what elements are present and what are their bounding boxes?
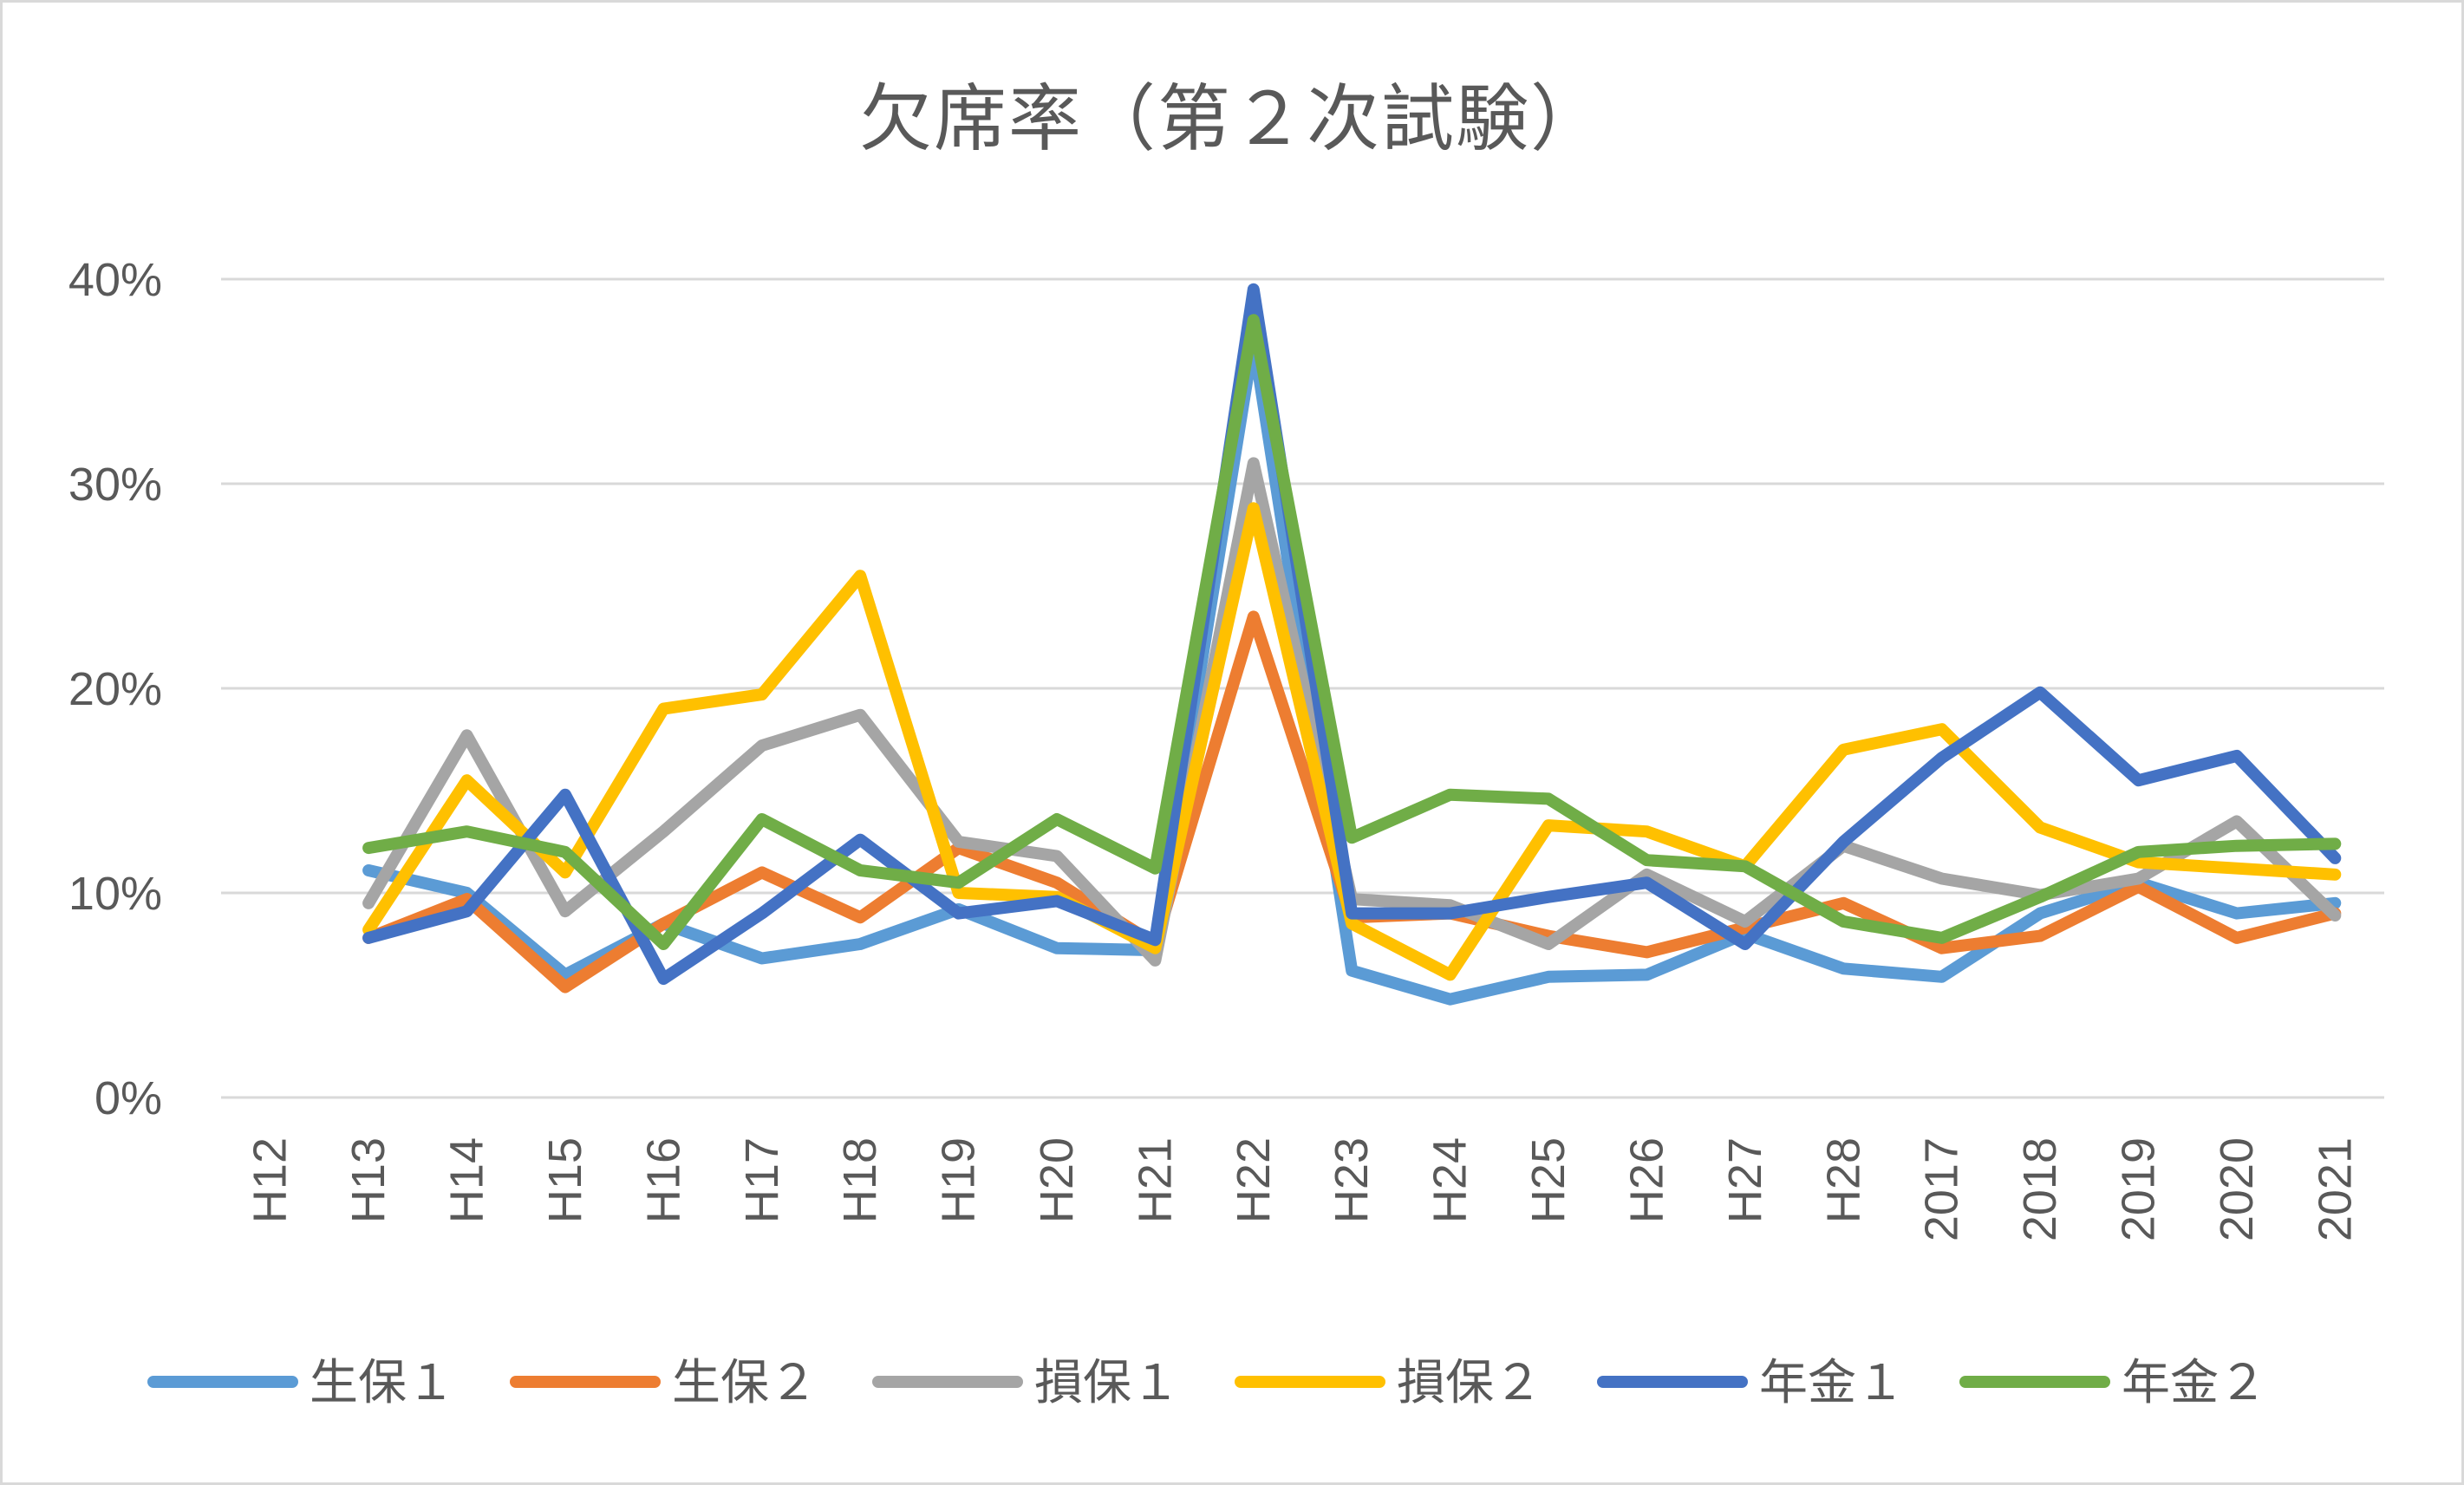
- x-axis-ticks: H12 H13 H14 H15 H16 H17 H18 H19 H20 H21 H22 H23 H24 H…: [244, 1137, 2362, 1241]
- x-tick-label: 2020: [2211, 1137, 2263, 1241]
- y-tick-label: 40%: [68, 254, 162, 306]
- x-tick-label: H27: [1719, 1137, 1771, 1223]
- x-tick-label: H19: [933, 1137, 985, 1223]
- y-tick-label: 10%: [68, 868, 162, 920]
- legend: 生保１ 生保２ 損保１ 損保２ 年金１ 年金２: [147, 1355, 2267, 1411]
- x-tick-label: H13: [342, 1137, 394, 1223]
- legend-label: 生保２: [672, 1355, 818, 1411]
- series-lines: [362, 283, 2342, 1006]
- x-tick-label: H25: [1522, 1137, 1574, 1223]
- x-tick-label: H12: [244, 1137, 297, 1223]
- x-tick-label: 2021: [2309, 1137, 2361, 1241]
- x-tick-label: H20: [1031, 1137, 1083, 1223]
- x-tick-label: H21: [1129, 1137, 1181, 1223]
- legend-label: 損保１: [1034, 1355, 1180, 1411]
- y-tick-label: 30%: [68, 459, 162, 511]
- x-tick-label: H26: [1620, 1137, 1672, 1223]
- x-tick-label: H14: [441, 1137, 493, 1223]
- x-tick-label: H22: [1228, 1137, 1280, 1223]
- chart-title: 欠席率（第２次試験）: [858, 76, 1605, 161]
- series-line: [362, 314, 2342, 950]
- x-tick-label: 2018: [2014, 1137, 2066, 1241]
- y-tick-label: 0%: [95, 1072, 162, 1124]
- legend-label: 年金２: [2122, 1355, 2267, 1411]
- x-tick-label: H24: [1424, 1137, 1476, 1223]
- y-tick-label: 20%: [68, 663, 162, 715]
- x-tick-label: H16: [637, 1137, 689, 1223]
- x-tick-label: H17: [736, 1137, 788, 1223]
- x-tick-label: 2019: [2112, 1137, 2164, 1241]
- legend-label: 損保２: [1397, 1355, 1542, 1411]
- series-line: [362, 283, 2342, 986]
- x-tick-label: H15: [539, 1137, 591, 1223]
- series-line: [362, 502, 2342, 981]
- legend-label: 生保１: [310, 1355, 455, 1411]
- x-tick-label: 2017: [1916, 1137, 1968, 1241]
- legend-label: 年金１: [1759, 1355, 1905, 1411]
- x-tick-label: H28: [1817, 1137, 1869, 1223]
- x-tick-label: H23: [1326, 1137, 1378, 1223]
- x-tick-label: H18: [834, 1137, 886, 1223]
- y-axis-ticks: 0% 10% 20% 30% 40%: [68, 254, 162, 1124]
